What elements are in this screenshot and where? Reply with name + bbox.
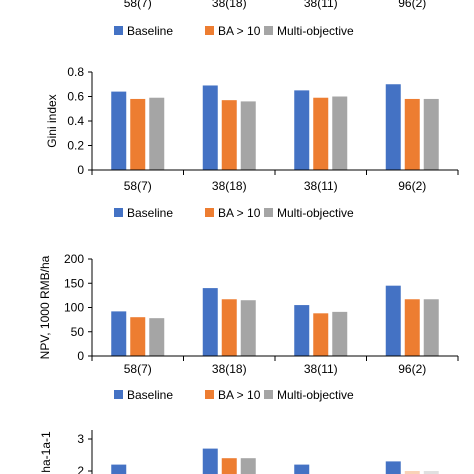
legend-swatch — [114, 390, 123, 399]
legend-2: Baseline BA > 10 Multi-objective — [114, 388, 354, 402]
bar-baseline-2 — [294, 305, 310, 356]
x-tick-label: 96(2) — [398, 0, 426, 10]
bar-ba-10-3 — [404, 471, 420, 474]
bar-baseline-0 — [111, 311, 127, 356]
legend-label: BA > 10 — [218, 206, 261, 220]
bar-baseline-2 — [294, 90, 310, 170]
legend-label: Baseline — [127, 388, 173, 402]
bar-multi-objective-1 — [240, 101, 256, 170]
legend-1: Baseline BA > 10 Multi-objective — [114, 206, 354, 220]
x-tick-label: 96(2) — [398, 362, 426, 376]
bar-multi-objective-2 — [332, 96, 348, 170]
bar-ba-10-2 — [313, 313, 329, 356]
bar-multi-objective-1 — [240, 458, 256, 474]
bar-multi-objective-0 — [149, 97, 165, 170]
y-tick-label: 0.8 — [67, 65, 84, 79]
x-tick-label: 96(2) — [398, 179, 426, 193]
legend-swatch — [205, 26, 214, 35]
legend-label: Multi-objective — [277, 388, 354, 402]
x-tick-label: 38(18) — [212, 362, 247, 376]
bar-baseline-3 — [385, 285, 401, 356]
y-tick-label: 50 — [71, 325, 85, 339]
x-tick-label: 58(7) — [124, 0, 152, 10]
y-tick-label: 0.4 — [67, 114, 84, 128]
x-tick-label: 38(11) — [304, 179, 338, 193]
y-axis-label: Gini index — [45, 94, 59, 147]
bar-baseline-1 — [202, 448, 218, 474]
bar-ba-10-0 — [130, 317, 146, 356]
bar-ba-10-0 — [130, 98, 146, 170]
x-tick-label: 38(11) — [304, 0, 338, 10]
bar-ba-10-3 — [404, 299, 420, 356]
bar-multi-objective-3 — [423, 471, 439, 474]
bar-baseline-1 — [202, 85, 218, 170]
bar-multi-objective-3 — [423, 98, 439, 170]
y-tick-label: 0.6 — [67, 90, 84, 104]
legend-label: BA > 10 — [218, 388, 261, 402]
chart-1-bars — [111, 84, 439, 170]
legend-swatch — [264, 208, 273, 217]
chart-3-bars — [111, 448, 439, 474]
bar-ba-10-1 — [221, 299, 237, 356]
bar-multi-objective-3 — [423, 299, 439, 356]
x-tick-label: 38(18) — [212, 0, 247, 10]
legend-label: Multi-objective — [277, 206, 354, 220]
y-tick-label: 0 — [77, 163, 84, 177]
legend-label: Baseline — [127, 206, 173, 220]
y-tick-label: 100 — [64, 301, 84, 315]
x-tick-label: 38(18) — [212, 179, 247, 193]
y-tick-label: 0.2 — [67, 139, 84, 153]
bar-baseline-0 — [111, 91, 127, 170]
y-tick-label: 0 — [77, 349, 84, 363]
x-tick-label: 58(7) — [124, 362, 152, 376]
y-tick-label: 3 — [77, 432, 84, 446]
legend-swatch — [205, 390, 214, 399]
legend-label: Multi-objective — [277, 24, 354, 38]
bar-baseline-3 — [385, 84, 401, 170]
bar-ba-10-1 — [221, 100, 237, 170]
bar-ba-10-3 — [404, 98, 420, 170]
y-tick-label: 200 — [64, 252, 84, 266]
bar-multi-objective-1 — [240, 300, 256, 356]
legend-swatch — [205, 208, 214, 217]
bar-baseline-0 — [111, 464, 127, 474]
legend-swatch — [264, 390, 273, 399]
y-tick-label: 150 — [64, 276, 84, 290]
x-tick-label: 58(7) — [124, 179, 152, 193]
legend-label: Baseline — [127, 24, 173, 38]
legend-swatch — [114, 208, 123, 217]
x-tick-label: 38(11) — [304, 362, 338, 376]
bar-baseline-3 — [385, 461, 401, 474]
bar-baseline-2 — [294, 464, 310, 474]
bar-ba-10-1 — [221, 458, 237, 474]
chart-2-bars — [111, 285, 439, 356]
legend-label: BA > 10 — [218, 24, 261, 38]
y-tick-label: 2 — [77, 464, 84, 474]
legend-swatch — [264, 26, 273, 35]
bar-baseline-1 — [202, 288, 218, 356]
y-axis-label: ha-1a-1 — [39, 431, 53, 473]
bar-multi-objective-2 — [332, 311, 348, 356]
legend-swatch — [114, 26, 123, 35]
y-axis-label: NPV, 1000 RMB/ha — [38, 255, 52, 359]
bar-ba-10-2 — [313, 97, 329, 170]
bar-multi-objective-0 — [149, 318, 165, 356]
legend-0: Baseline BA > 10 Multi-objective — [114, 24, 354, 38]
